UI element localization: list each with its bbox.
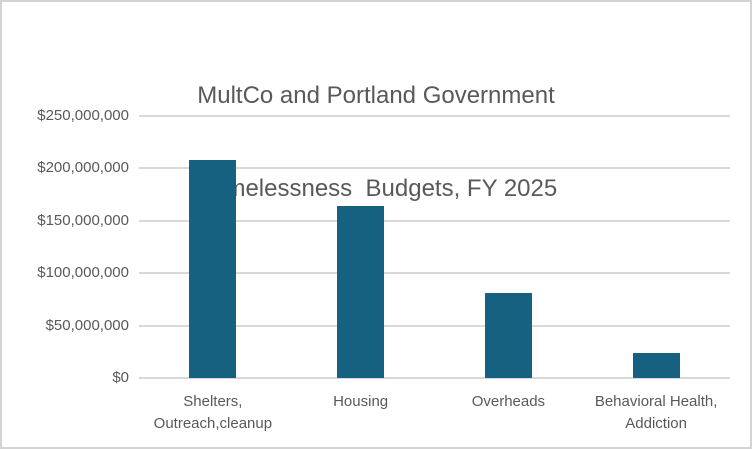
chart-title-line2: Homelessness Budgets, FY 2025 (194, 175, 558, 202)
bar (189, 160, 237, 378)
x-axis-label: Housing (271, 391, 451, 413)
gridline (139, 377, 730, 379)
chart-title-line1: MultCo and Portland Government (197, 82, 555, 109)
x-axis-label: Overheads (418, 391, 598, 413)
x-axis-label-line: Outreach,cleanup (153, 415, 273, 432)
x-axis-label-line: Behavioral Health, (594, 393, 718, 410)
gridline (139, 167, 730, 170)
gridline (139, 219, 730, 222)
x-axis-label: Shelters, Outreach,cleanup (123, 391, 303, 435)
y-axis-tick-label: $250,000,000 (37, 107, 129, 124)
y-axis-tick-label: $0 (112, 369, 129, 386)
bar (484, 293, 532, 378)
gridline (139, 272, 730, 275)
gridline (139, 115, 730, 117)
x-axis-label-line: Overheads (471, 393, 546, 410)
x-axis-label: Behavioral Health, Addiction (566, 391, 746, 435)
bar (337, 206, 385, 378)
y-axis-tick-label: $150,000,000 (37, 211, 129, 229)
y-axis-tick-label: $100,000,000 (37, 264, 129, 282)
x-axis-label-line: Addiction (625, 415, 687, 432)
gridline (139, 324, 730, 327)
bar (632, 352, 680, 378)
x-axis-label-line: Housing (333, 393, 389, 410)
y-axis-tick-label: $200,000,000 (37, 159, 129, 177)
y-axis-tick-label: $50,000,000 (45, 316, 129, 334)
x-axis-label-line: Shelters, (183, 393, 243, 410)
